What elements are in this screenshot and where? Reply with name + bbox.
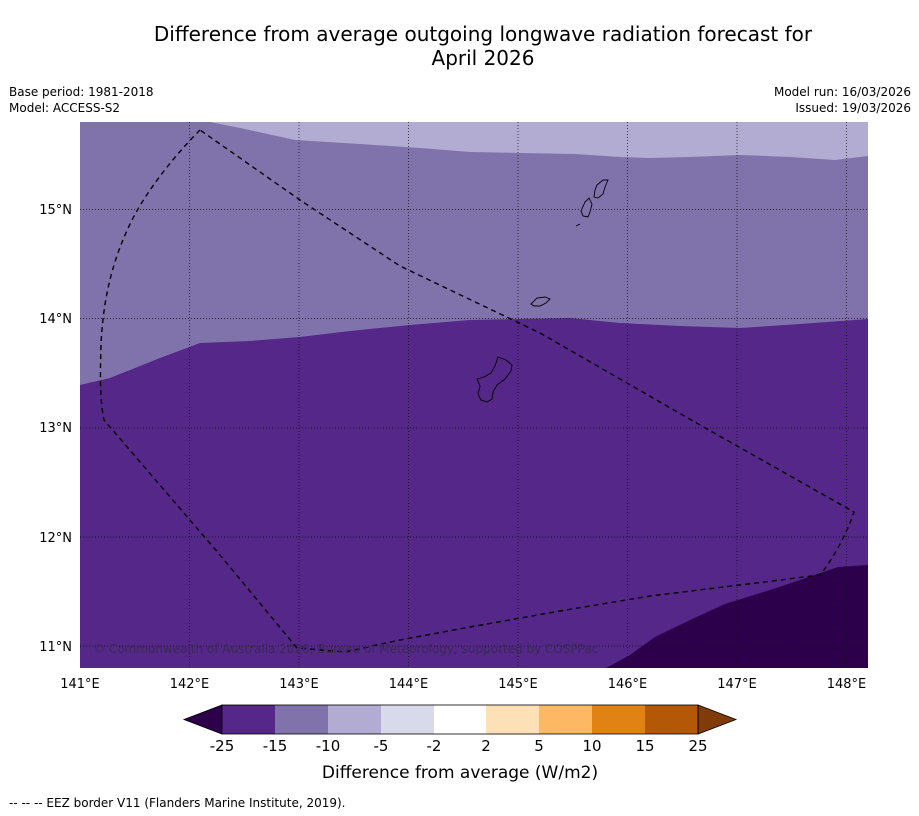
colorbar-tick-label: 2	[481, 737, 491, 755]
colorbar-swatch	[539, 705, 592, 734]
base-period: Base period: 1981-2018	[9, 85, 154, 99]
lon-label: 143°E	[279, 677, 319, 692]
colorbar-tick-label: 25	[688, 737, 707, 755]
island-guam-outline	[476, 356, 513, 403]
colorbar-title: Difference from average (W/m2)	[322, 763, 598, 783]
copyright-text: © Commonwealth of Australia 2026, Bureau…	[93, 642, 598, 656]
island-rota-outline	[530, 296, 551, 307]
map-area	[80, 122, 868, 668]
model-run: Model run: 16/03/2026	[773, 85, 911, 99]
anomaly-band-minus10	[210, 122, 868, 160]
lon-label: 147°E	[717, 677, 757, 692]
colorbar-swatch	[381, 705, 434, 734]
title-line-2: April 2026	[431, 46, 535, 70]
colorbar-tick-label: 15	[635, 737, 654, 755]
footer-note: -- -- -- EEZ border V11 (Flanders Marine…	[9, 796, 346, 810]
colorbar-swatch	[645, 705, 698, 734]
lat-label: 12°N	[39, 531, 72, 546]
map-figure: © Commonwealth of Australia 2026, Bureau…	[39, 122, 868, 783]
lon-label: 141°E	[60, 677, 100, 692]
island-aguijan-outline	[575, 223, 581, 227]
issued-date: Issued: 19/03/2026	[795, 101, 911, 115]
lat-label: 14°N	[39, 312, 72, 327]
colorbar-tick-label: 10	[582, 737, 601, 755]
colorbar: -25 -15 -10 -5 -2 2 5 10 15 25 Differenc…	[182, 704, 738, 783]
colorbar-tick-label: 5	[534, 737, 544, 755]
graticule	[80, 122, 868, 668]
model-name: Model: ACCESS-S2	[9, 101, 121, 115]
colorbar-tick-label: -5	[374, 737, 389, 755]
colorbar-tick-label: -25	[210, 737, 235, 755]
colorbar-tick-label: -15	[263, 737, 288, 755]
colorbar-extend-low	[182, 704, 223, 735]
title-line-1: Difference from average outgoing longwav…	[153, 22, 813, 46]
island-saipan-outline	[593, 179, 609, 199]
colorbar-swatch	[592, 705, 645, 734]
longitude-labels: 141°E 142°E 143°E 144°E 145°E 146°E 147°…	[60, 677, 866, 692]
colorbar-swatch	[275, 705, 328, 734]
anomaly-band-minus25	[80, 318, 868, 668]
colorbar-swatch	[434, 705, 486, 734]
island-tinian-outline	[580, 197, 593, 218]
colorbar-swatch	[328, 705, 381, 734]
latitude-labels: 15°N 14°N 13°N 12°N 11°N	[39, 203, 72, 655]
colorbar-tick-label: -2	[427, 737, 442, 755]
lon-label: 142°E	[170, 677, 210, 692]
colorbar-outline	[221, 704, 699, 735]
lon-label: 144°E	[389, 677, 429, 692]
meta-right: Model run: 16/03/2026 Issued: 19/03/2026	[774, 84, 911, 116]
colorbar-swatch	[486, 705, 539, 734]
lon-label: 145°E	[498, 677, 538, 692]
island-outlines	[476, 179, 609, 403]
meta-left: Base period: 1981-2018 Model: ACCESS-S2	[9, 84, 154, 116]
lon-label: 146°E	[608, 677, 648, 692]
lat-label: 15°N	[39, 203, 72, 218]
colorbar-swatch	[222, 705, 275, 734]
lat-label: 11°N	[39, 640, 72, 655]
colorbar-tick-label: -10	[316, 737, 341, 755]
colorbar-extend-high	[697, 704, 738, 735]
anomaly-band-below-minus25	[606, 565, 868, 668]
chart-title: Difference from average outgoing longwav…	[0, 22, 919, 70]
lon-label: 148°E	[827, 677, 867, 692]
lat-label: 13°N	[39, 421, 72, 436]
